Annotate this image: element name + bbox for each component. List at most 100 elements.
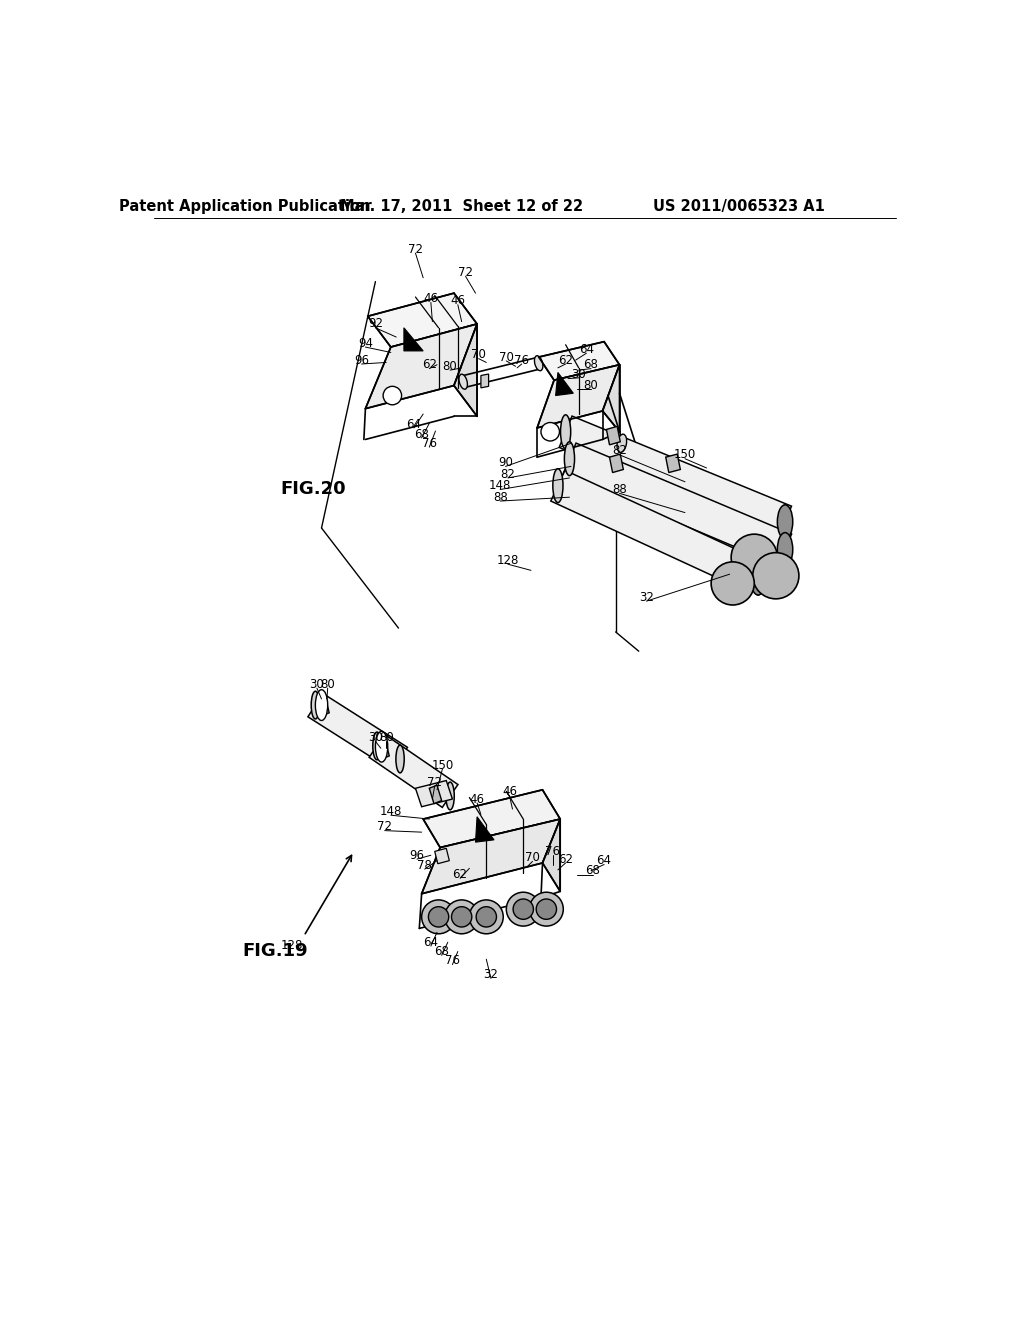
Ellipse shape [617,434,627,453]
Text: 32: 32 [639,591,654,603]
Text: 150: 150 [674,449,696,462]
Text: 80: 80 [442,360,458,372]
Text: 68: 68 [434,945,450,958]
Text: 30: 30 [571,367,586,380]
Ellipse shape [731,535,777,581]
Ellipse shape [541,422,559,441]
Polygon shape [308,693,408,771]
Text: 128: 128 [497,554,519,566]
Ellipse shape [711,562,755,605]
Text: 92: 92 [368,317,383,330]
Text: 32: 32 [483,968,499,981]
Text: 62: 62 [558,354,573,367]
Ellipse shape [537,899,556,919]
Text: 80: 80 [321,677,335,690]
Polygon shape [423,789,560,847]
Text: 148: 148 [380,805,402,818]
Ellipse shape [753,561,763,595]
Text: 70: 70 [471,348,486,362]
Text: 72: 72 [427,776,442,788]
Ellipse shape [459,374,467,389]
Polygon shape [377,738,389,759]
Ellipse shape [428,907,449,927]
Polygon shape [666,454,680,473]
Text: Mar. 17, 2011  Sheet 12 of 22: Mar. 17, 2011 Sheet 12 of 22 [340,199,584,214]
Polygon shape [538,364,620,428]
Polygon shape [422,818,560,894]
Ellipse shape [315,689,328,721]
Text: 76: 76 [514,354,529,367]
Polygon shape [316,694,330,715]
Polygon shape [429,785,441,804]
Ellipse shape [560,414,570,449]
Text: 96: 96 [410,849,425,862]
Text: 62: 62 [558,853,573,866]
Text: 70: 70 [499,351,514,363]
Polygon shape [602,364,620,432]
Ellipse shape [529,892,563,927]
Text: 82: 82 [612,445,627,458]
Text: 94: 94 [358,337,373,350]
Text: Patent Application Publication: Patent Application Publication [119,199,371,214]
Text: 72: 72 [458,265,473,279]
Polygon shape [539,342,620,380]
Ellipse shape [446,781,455,810]
Ellipse shape [444,900,478,933]
Text: 46: 46 [423,292,438,305]
Text: 88: 88 [612,483,627,496]
Ellipse shape [311,692,319,719]
Text: 70: 70 [525,851,540,865]
Ellipse shape [777,506,793,539]
Ellipse shape [513,899,534,919]
Text: 88: 88 [493,491,508,504]
Ellipse shape [780,506,791,539]
Ellipse shape [753,553,799,599]
Ellipse shape [469,900,503,933]
Ellipse shape [452,907,472,927]
Ellipse shape [376,731,388,762]
Text: 64: 64 [407,417,422,430]
Polygon shape [606,426,621,445]
Ellipse shape [373,733,381,760]
Text: 68: 68 [414,428,429,441]
Text: 64: 64 [423,936,438,949]
Polygon shape [475,817,494,842]
Text: 80: 80 [379,731,393,744]
Ellipse shape [422,900,456,933]
Ellipse shape [396,744,404,774]
Text: 30: 30 [309,677,325,690]
Polygon shape [454,323,477,416]
Ellipse shape [476,907,497,927]
Ellipse shape [535,355,543,371]
Text: 64: 64 [597,854,611,867]
Text: 46: 46 [502,785,517,797]
Ellipse shape [751,561,766,595]
Polygon shape [609,454,624,473]
Text: 76: 76 [545,845,560,858]
Text: 68: 68 [584,358,598,371]
Text: FIG.19: FIG.19 [243,942,308,961]
Text: FIG.20: FIG.20 [281,480,346,499]
Text: 76: 76 [422,437,437,450]
Text: 30: 30 [368,731,383,744]
Polygon shape [551,470,765,594]
Text: 128: 128 [281,939,303,952]
Polygon shape [403,327,423,351]
Text: 78: 78 [417,859,432,871]
Text: 64: 64 [579,343,594,356]
Ellipse shape [553,469,563,503]
Ellipse shape [780,533,791,566]
Text: 82: 82 [501,467,515,480]
Text: 76: 76 [444,954,460,968]
Text: 150: 150 [431,759,454,772]
Polygon shape [366,323,477,409]
Text: 46: 46 [470,792,484,805]
Text: 148: 148 [489,479,511,492]
Polygon shape [368,293,477,347]
Text: 72: 72 [377,820,392,833]
Polygon shape [369,734,458,808]
Text: 46: 46 [451,294,465,308]
Polygon shape [559,416,792,537]
Polygon shape [556,372,573,396]
Polygon shape [563,444,792,565]
